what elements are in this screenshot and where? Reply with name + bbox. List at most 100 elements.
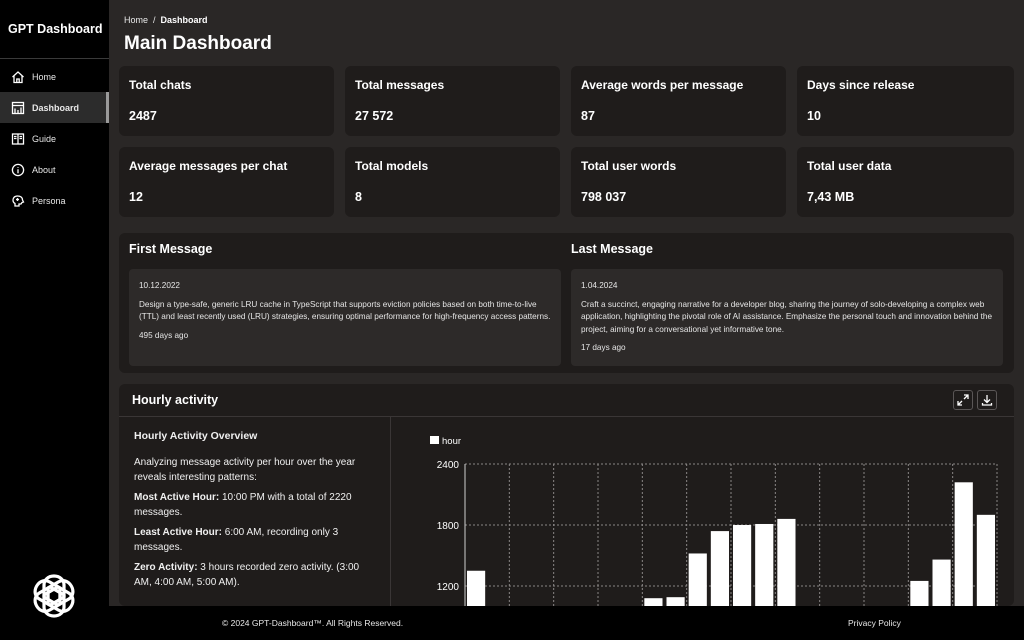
stat-label: Total user words [581, 159, 677, 173]
stat-label: Total models [355, 159, 429, 173]
hourly-title: Hourly activity [132, 393, 219, 407]
bar-hour-22[interactable] [954, 482, 973, 606]
stat-card-total-messages: Total messages 27 572 [345, 66, 560, 136]
stat-value: 12 [129, 190, 143, 204]
hourly-overview: Hourly Activity Overview Analyzing messa… [119, 417, 391, 606]
dashboard-icon [11, 101, 25, 114]
sidebar-item-dashboard[interactable]: Dashboard [0, 92, 109, 123]
first-message-title: First Message [129, 242, 213, 256]
bar-hour-12[interactable] [732, 525, 752, 606]
download-button[interactable] [977, 390, 997, 410]
legend-label: hour [442, 436, 461, 447]
stat-value: 7,43 MB [807, 190, 855, 204]
bar-hour-11[interactable] [710, 531, 730, 606]
stat-value: 87 [581, 109, 595, 123]
bar-hour-9[interactable] [666, 597, 685, 606]
bar-hour-0[interactable] [466, 570, 486, 606]
stat-value: 27 572 [355, 109, 394, 123]
stat-label: Average words per message [581, 78, 744, 92]
stat-card-total-chats: Total chats 2487 [119, 66, 334, 136]
bar-hour-14[interactable] [777, 518, 796, 606]
openai-logo-icon [33, 574, 75, 618]
bar-hour-21[interactable] [932, 559, 951, 606]
stat-label: Average messages per chat [129, 159, 288, 173]
least-active-text: 6:00 AM, recording only 3 messages. [134, 527, 339, 553]
least-active-hour: Least Active Hour: 6:00 AM, recording on… [134, 525, 375, 555]
hourly-activity-panel: Hourly activity Hourly Activity Overview… [119, 384, 1014, 606]
download-icon [981, 395, 993, 406]
app-title: GPT Dashboard [0, 0, 109, 59]
stat-card-total-user-words: Total user words 798 037 [571, 147, 786, 217]
legend-swatch [430, 436, 439, 444]
bar-hour-23[interactable] [976, 514, 996, 606]
hourly-bar-chart: hour 2400 1800 1200 [430, 436, 998, 606]
stat-card-days-since-release: Days since release 10 [797, 66, 1014, 136]
bar-hour-10[interactable] [688, 553, 707, 606]
expand-button[interactable] [953, 390, 973, 410]
first-message-ago: 495 days ago [139, 330, 189, 340]
hourly-overview-title: Hourly Activity Overview [134, 430, 258, 442]
hourly-intro: Analyzing message activity per hour over… [134, 457, 356, 483]
last-message-ago: 17 days ago [581, 343, 626, 352]
stat-card-avg-words: Average words per message 87 [571, 66, 786, 136]
stat-label: Total user data [807, 159, 892, 173]
y-tick-label: 2400 [437, 460, 460, 471]
info-icon [11, 163, 25, 176]
stat-card-total-models: Total models 8 [345, 147, 560, 217]
y-tick-label: 1800 [437, 521, 460, 532]
least-active-label: Least Active Hour: [134, 527, 222, 538]
bar-hour-8[interactable] [644, 598, 663, 606]
stat-value: 2487 [129, 109, 157, 123]
first-message-box: 10.12.2022 Design a type-safe, generic L… [129, 269, 561, 366]
zero-activity-label: Zero Activity: [134, 562, 198, 573]
last-message-title: Last Message [571, 242, 653, 256]
hourly-header: Hourly activity [119, 384, 1014, 417]
breadcrumb-current: Dashboard [160, 15, 208, 25]
zero-activity-text: 3 hours recorded zero activity. (3:00 AM… [134, 562, 360, 588]
breadcrumb: Home / Dashboard [124, 15, 208, 25]
first-message-date: 10.12.2022 [139, 281, 180, 290]
most-active-text: 10:00 PM with a total of 2220 messages. [134, 492, 352, 518]
most-active-label: Most Active Hour: [134, 492, 220, 503]
brain-icon [12, 194, 25, 207]
hourly-chart: hour 2400 1800 1200 [392, 417, 1014, 606]
main-content: Home / Dashboard Main Dashboard Total chat… [109, 0, 1024, 640]
sidebar-nav: Home Dashboard Guide About Persona [0, 59, 109, 216]
privacy-policy-link[interactable]: Privacy Policy [848, 618, 901, 628]
stat-label: Days since release [807, 78, 915, 92]
breadcrumb-home[interactable]: Home [124, 15, 149, 25]
last-message-text: Craft a succinct, engaging narrative for… [581, 299, 993, 334]
stat-card-avg-messages-per-chat: Average messages per chat 12 [119, 147, 334, 217]
sidebar-item-home[interactable]: Home [0, 61, 109, 92]
sidebar-item-persona[interactable]: Persona [0, 185, 109, 216]
most-active-hour: Most Active Hour: 10:00 PM with a total … [134, 490, 375, 520]
messages-panel: First Message 10.12.2022 Design a type-s… [119, 233, 1014, 373]
first-message-text: Design a type-safe, generic LRU cache in… [139, 299, 551, 322]
sidebar: GPT Dashboard Home Dashboard Guide About… [0, 0, 109, 640]
y-tick-label: 1200 [437, 582, 460, 593]
sidebar-item-guide[interactable]: Guide [0, 123, 109, 154]
stat-value: 10 [807, 109, 821, 123]
expand-icon [957, 394, 969, 406]
sidebar-item-label: About [32, 164, 56, 175]
bar-hour-20[interactable] [910, 580, 929, 606]
home-icon [12, 70, 24, 83]
footer-copyright: © 2024 GPT-Dashboard™. All Rights Reserv… [222, 618, 404, 628]
sidebar-item-label: Home [32, 71, 57, 82]
sidebar-item-label: Dashboard [32, 102, 80, 113]
stat-value: 798 037 [581, 190, 627, 204]
bar-hour-13[interactable] [755, 523, 774, 606]
breadcrumb-separator: / [153, 15, 156, 25]
stat-label: Total messages [355, 78, 445, 92]
stat-value: 8 [355, 190, 362, 204]
last-message-box: 1.04.2024 Craft a succinct, engaging nar… [571, 269, 1003, 366]
sidebar-item-about[interactable]: About [0, 154, 109, 185]
sidebar-item-label: Persona [32, 195, 66, 206]
book-icon [11, 132, 25, 145]
stat-label: Total chats [129, 78, 192, 92]
stat-card-total-user-data: Total user data 7,43 MB [797, 147, 1014, 217]
sidebar-item-label: Guide [32, 133, 57, 144]
footer: © 2024 GPT-Dashboard™. All Rights Reserv… [109, 606, 1024, 640]
last-message-date: 1.04.2024 [581, 281, 618, 290]
zero-activity: Zero Activity: 3 hours recorded zero act… [134, 560, 375, 590]
